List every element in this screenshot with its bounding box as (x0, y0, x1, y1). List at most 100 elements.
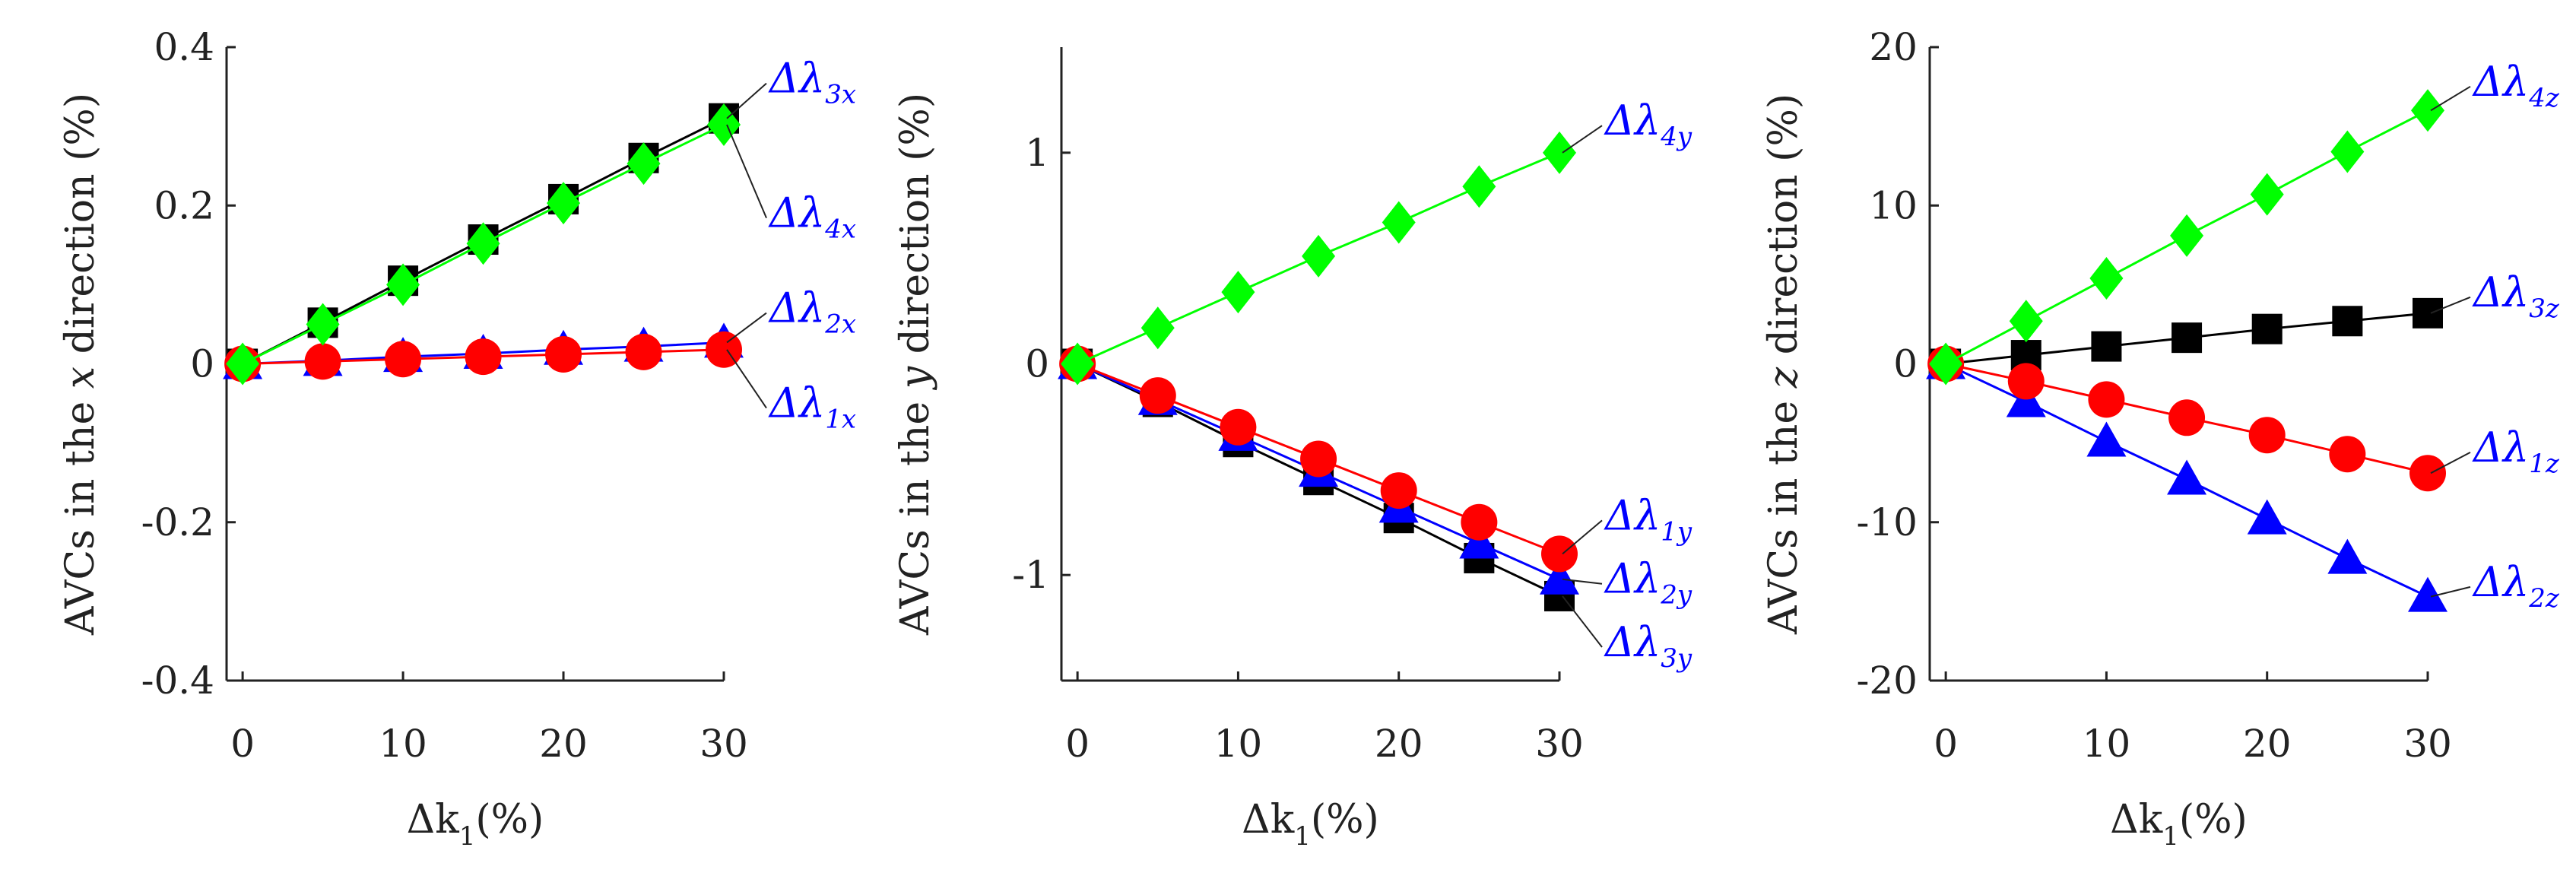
y-tick-label: 0 (190, 342, 214, 386)
data-point (2091, 331, 2122, 362)
legend-leader-line (1562, 125, 1603, 154)
data-point (2088, 381, 2125, 418)
series-4y (1061, 131, 1576, 386)
data-point (2408, 576, 2448, 612)
data-point (1929, 342, 1963, 386)
legend-label-3x: Δλ3x (768, 55, 856, 110)
data-point (2167, 459, 2207, 495)
legend-label-4z: Δλ4z (2472, 58, 2560, 113)
y-tick-label: -0.2 (141, 500, 214, 544)
data-point (1461, 503, 1498, 541)
x-axis-title: Δk1(%) (2110, 797, 2248, 852)
y-tick-label: 10 (1869, 183, 1918, 227)
legend-leader-line (2430, 586, 2471, 598)
data-point (2250, 173, 2284, 216)
data-point (2332, 306, 2363, 337)
y-tick-label: -0.4 (141, 659, 214, 703)
data-point (1543, 131, 1576, 174)
legend-label-1x: Δλ1x (768, 379, 856, 435)
data-point (2086, 421, 2127, 457)
legend-label-1z: Δλ1z (2472, 424, 2560, 479)
x-tick-label: 0 (230, 722, 255, 766)
legend-label-1y: Δλ1y (1604, 491, 1692, 547)
data-point (2172, 322, 2203, 354)
x-tick-label: 30 (1535, 722, 1584, 766)
y-tick-label: -1 (1012, 553, 1049, 597)
data-point (2170, 214, 2204, 257)
x-tick-label: 10 (379, 722, 427, 766)
data-point (1300, 440, 1337, 478)
panel-x-direction: -0.4 -0.2 0 0.2 0.4 0 10 20 30 Δk1(%) AVCs in the … (58, 25, 856, 852)
y-tick-label: 0 (1025, 342, 1049, 386)
y-tick-label: 0.4 (154, 25, 214, 69)
legend-label-2y: Δλ2y (1604, 555, 1692, 611)
data-point (2007, 363, 2045, 400)
data-point (226, 342, 260, 386)
data-point (2247, 499, 2287, 535)
data-point (2409, 455, 2446, 492)
data-point (1140, 306, 1175, 350)
panel-z-direction: -20 -10 0 10 20 0 10 20 30 Δk1(%) AVCs in the z di… (1761, 25, 2560, 852)
legend-leader-line (2430, 451, 2471, 474)
y-tick-label: 20 (1869, 25, 1918, 69)
x-tick-label: 20 (539, 722, 588, 766)
data-point (625, 333, 662, 370)
legend-leader-line (1562, 595, 1603, 648)
data-point (465, 338, 502, 376)
data-point (1302, 234, 1336, 278)
y-tick-label: -20 (1856, 659, 1918, 703)
data-point (1220, 408, 1257, 446)
data-point (2329, 436, 2366, 473)
x-tick-label: 20 (2243, 722, 2292, 766)
data-point (1221, 271, 1255, 314)
x-tick-label: 30 (2403, 722, 2452, 766)
x-axis-title: Δk1(%) (407, 797, 544, 852)
data-point (545, 336, 582, 373)
legend-label-2z: Δλ2z (2472, 558, 2560, 614)
series-2z (1926, 344, 2448, 612)
data-point (306, 303, 340, 346)
x-tick-label: 20 (1375, 722, 1423, 766)
data-point (706, 331, 742, 368)
data-point (1139, 377, 1176, 414)
y-tick-label: 1 (1025, 131, 1049, 175)
legend-leader-line (726, 349, 767, 409)
data-point (2330, 130, 2365, 173)
series-1z (1927, 345, 2446, 492)
data-point (2248, 417, 2286, 454)
data-point (1382, 201, 1416, 244)
data-point (2327, 538, 2368, 574)
data-point (1380, 472, 1417, 509)
data-point (1540, 559, 1579, 595)
data-point (304, 343, 341, 380)
legend-leader-line (726, 82, 767, 119)
y-axis-title: AVCs in the x direction (%) (58, 93, 103, 636)
legend-leader-line (726, 312, 767, 344)
legend-label-3z: Δλ3z (2472, 268, 2560, 324)
data-point (627, 142, 661, 186)
legend-label-2x: Δλ2x (768, 284, 856, 340)
x-tick-label: 10 (1214, 722, 1263, 766)
y-axis-title: AVCs in the z direction (%) (1761, 94, 1807, 635)
data-point (1061, 342, 1095, 386)
data-point (466, 222, 500, 265)
data-point (2411, 89, 2444, 132)
x-tick-label: 30 (700, 722, 748, 766)
x-axis-title: Δk1(%) (1242, 797, 1379, 852)
series-1x (224, 331, 742, 382)
data-point (385, 341, 422, 378)
data-point (1541, 535, 1578, 573)
data-point (386, 263, 420, 306)
y-tick-label: 0 (1893, 342, 1918, 386)
legend-leader-line (1562, 578, 1603, 585)
legend-leader-line (1562, 519, 1603, 555)
legend-label-4x: Δλ4x (768, 189, 856, 245)
x-tick-label: 10 (2083, 722, 2131, 766)
data-point (2168, 399, 2206, 436)
y-tick-label: -10 (1856, 500, 1918, 544)
y-axis-title: AVCs in the y direction (%) (893, 93, 938, 636)
data-point (1459, 523, 1499, 559)
legend-label-3y: Δλ3y (1604, 618, 1692, 674)
